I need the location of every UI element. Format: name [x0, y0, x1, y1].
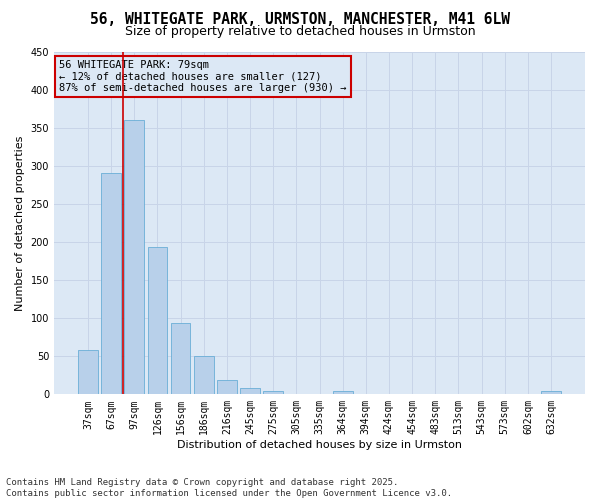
Bar [171, 324, 190, 394]
X-axis label: Distribution of detached houses by size in Urmston: Distribution of detached houses by size … [177, 440, 462, 450]
Text: Contains HM Land Registry data © Crown copyright and database right 2025.
Contai: Contains HM Land Registry data © Crown c… [6, 478, 452, 498]
Bar [101, 172, 121, 394]
Text: Size of property relative to detached houses in Urmston: Size of property relative to detached ho… [125, 25, 475, 38]
Bar [194, 356, 214, 395]
Bar [148, 246, 167, 394]
Bar [541, 392, 561, 394]
Text: 56 WHITEGATE PARK: 79sqm
← 12% of detached houses are smaller (127)
87% of semi-: 56 WHITEGATE PARK: 79sqm ← 12% of detach… [59, 60, 347, 94]
Y-axis label: Number of detached properties: Number of detached properties [15, 135, 25, 310]
Bar [240, 388, 260, 394]
Bar [124, 120, 144, 394]
Bar [333, 392, 353, 394]
Text: 56, WHITEGATE PARK, URMSTON, MANCHESTER, M41 6LW: 56, WHITEGATE PARK, URMSTON, MANCHESTER,… [90, 12, 510, 28]
Bar [263, 390, 283, 394]
Bar [78, 350, 98, 395]
Bar [217, 380, 237, 394]
